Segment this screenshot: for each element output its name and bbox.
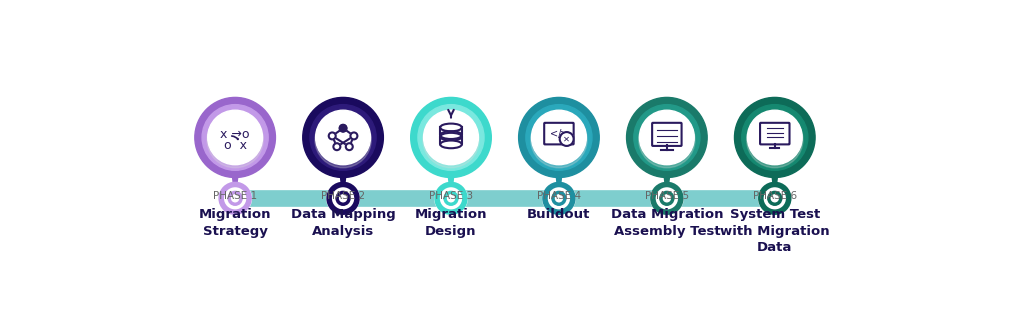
Circle shape bbox=[526, 104, 592, 170]
Circle shape bbox=[759, 182, 792, 215]
Circle shape bbox=[418, 104, 484, 170]
Circle shape bbox=[771, 195, 778, 202]
Circle shape bbox=[555, 195, 562, 202]
Text: >: > bbox=[559, 129, 567, 139]
Circle shape bbox=[327, 182, 359, 215]
Circle shape bbox=[627, 97, 708, 178]
Text: o  x: o x bbox=[223, 139, 247, 152]
Circle shape bbox=[444, 191, 458, 205]
Circle shape bbox=[340, 195, 346, 202]
Text: Buildout: Buildout bbox=[527, 208, 591, 221]
Circle shape bbox=[634, 104, 699, 170]
Polygon shape bbox=[548, 109, 569, 198]
Circle shape bbox=[202, 104, 268, 170]
Circle shape bbox=[346, 143, 352, 150]
Circle shape bbox=[545, 184, 572, 212]
Text: Data Mapping
Analysis: Data Mapping Analysis bbox=[291, 208, 395, 238]
Circle shape bbox=[768, 191, 781, 205]
Circle shape bbox=[340, 125, 346, 132]
Circle shape bbox=[303, 97, 383, 178]
Circle shape bbox=[423, 112, 479, 168]
Circle shape bbox=[560, 132, 573, 146]
Circle shape bbox=[195, 97, 275, 178]
Circle shape bbox=[530, 112, 587, 168]
Circle shape bbox=[334, 143, 340, 150]
Text: </: </ bbox=[550, 129, 561, 139]
Circle shape bbox=[447, 195, 455, 202]
Circle shape bbox=[329, 132, 336, 140]
Circle shape bbox=[639, 110, 694, 165]
Text: PHASE 6: PHASE 6 bbox=[753, 191, 797, 202]
Circle shape bbox=[650, 182, 683, 215]
Circle shape bbox=[734, 97, 815, 178]
Text: x →o: x →o bbox=[220, 128, 250, 141]
Polygon shape bbox=[224, 109, 246, 198]
Circle shape bbox=[664, 195, 671, 202]
Text: PHASE 5: PHASE 5 bbox=[645, 191, 689, 202]
Circle shape bbox=[411, 97, 492, 178]
Circle shape bbox=[219, 182, 252, 215]
Circle shape bbox=[314, 112, 372, 168]
Circle shape bbox=[350, 132, 357, 140]
Ellipse shape bbox=[440, 131, 462, 139]
Text: PHASE 3: PHASE 3 bbox=[429, 191, 473, 202]
Circle shape bbox=[329, 184, 357, 212]
Polygon shape bbox=[764, 109, 785, 198]
Text: Migration
Design: Migration Design bbox=[415, 208, 487, 238]
Text: System Test
with Migration
Data: System Test with Migration Data bbox=[720, 208, 829, 254]
Circle shape bbox=[221, 184, 249, 212]
Text: PHASE 4: PHASE 4 bbox=[537, 191, 581, 202]
Circle shape bbox=[336, 191, 350, 205]
Ellipse shape bbox=[440, 140, 462, 148]
Circle shape bbox=[531, 110, 587, 165]
Circle shape bbox=[435, 182, 467, 215]
Circle shape bbox=[207, 112, 263, 168]
Circle shape bbox=[543, 182, 575, 215]
Text: Data Migration
Assembly Test: Data Migration Assembly Test bbox=[610, 208, 723, 238]
Circle shape bbox=[437, 184, 465, 212]
Circle shape bbox=[518, 97, 599, 178]
Circle shape bbox=[310, 104, 376, 170]
Circle shape bbox=[746, 112, 803, 168]
Circle shape bbox=[653, 184, 681, 212]
Circle shape bbox=[340, 125, 346, 132]
Circle shape bbox=[659, 191, 674, 205]
Polygon shape bbox=[440, 109, 462, 198]
Text: ✕: ✕ bbox=[563, 135, 570, 144]
Circle shape bbox=[315, 110, 371, 165]
Circle shape bbox=[552, 191, 566, 205]
Circle shape bbox=[741, 104, 808, 170]
Circle shape bbox=[231, 195, 239, 202]
Circle shape bbox=[208, 110, 262, 165]
Text: PHASE 2: PHASE 2 bbox=[321, 191, 366, 202]
Text: Migration
Strategy: Migration Strategy bbox=[199, 208, 271, 238]
FancyArrowPatch shape bbox=[231, 136, 238, 140]
Polygon shape bbox=[656, 109, 678, 198]
Polygon shape bbox=[332, 109, 354, 198]
Circle shape bbox=[228, 191, 242, 205]
Circle shape bbox=[761, 184, 788, 212]
Circle shape bbox=[748, 110, 802, 165]
Text: PHASE 1: PHASE 1 bbox=[213, 191, 257, 202]
Circle shape bbox=[639, 112, 695, 168]
Circle shape bbox=[424, 110, 478, 165]
